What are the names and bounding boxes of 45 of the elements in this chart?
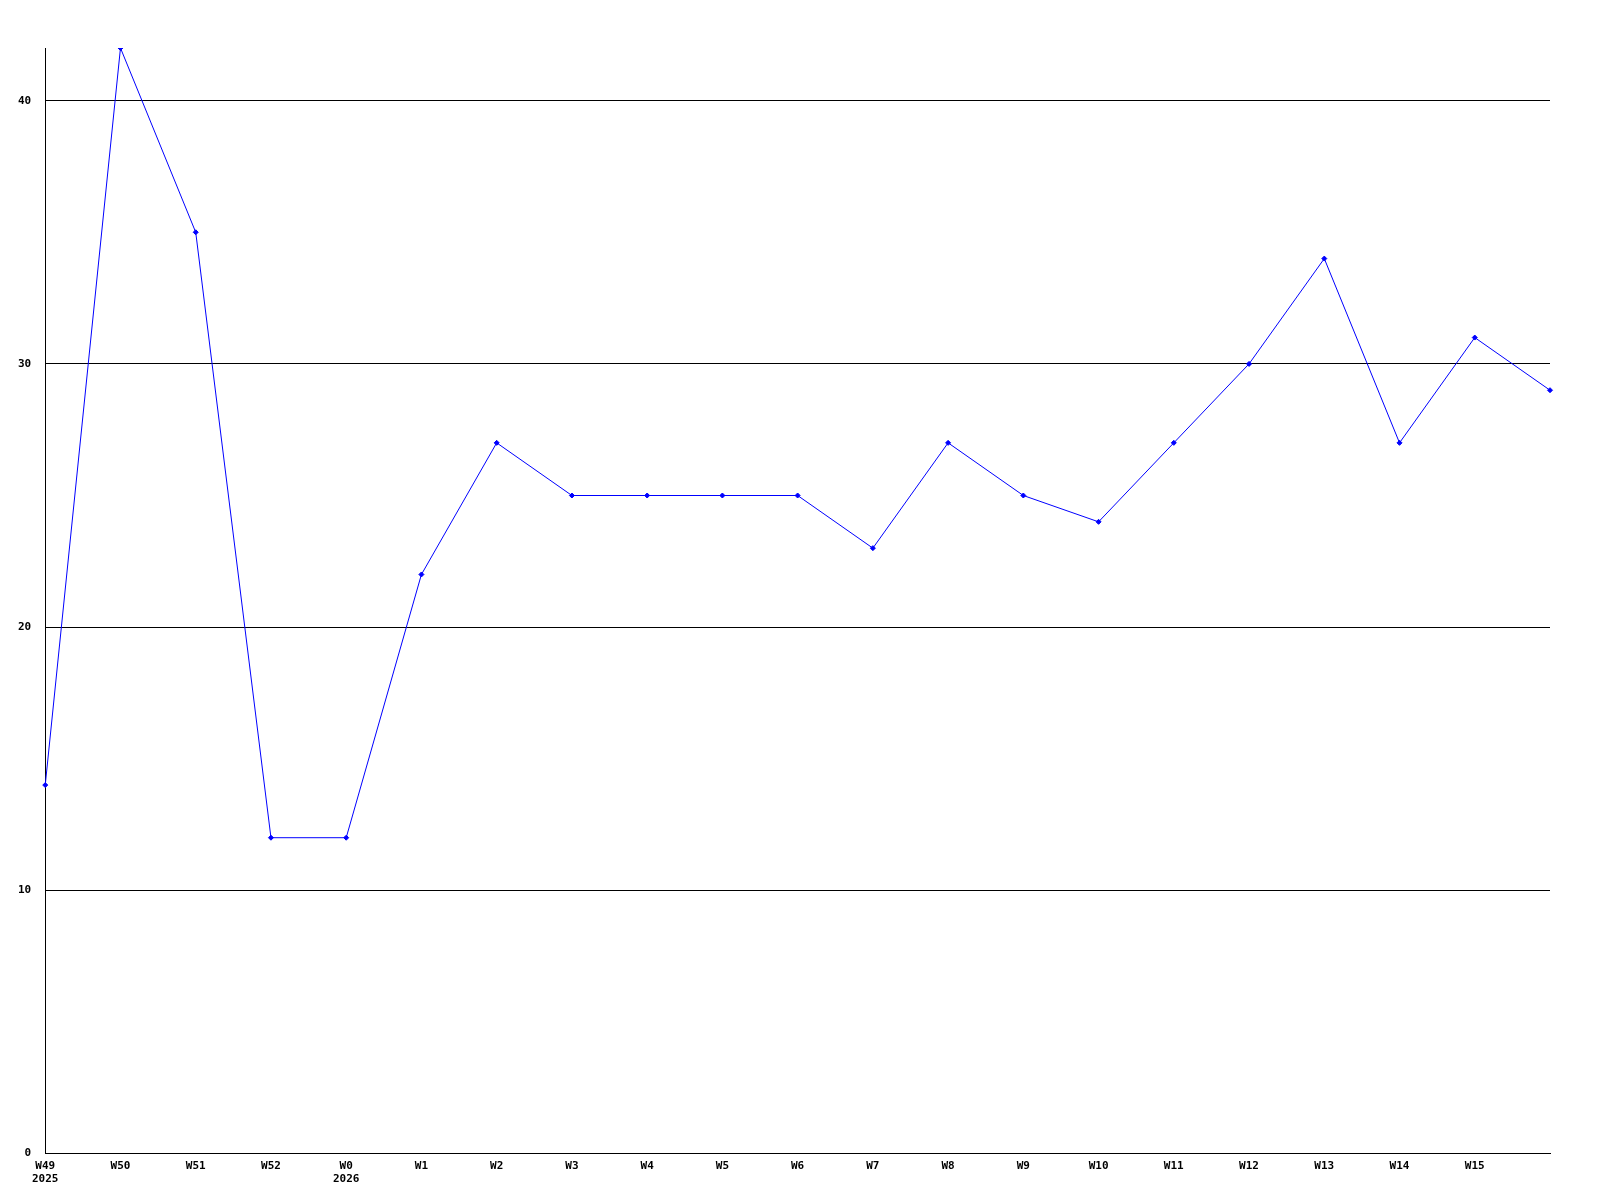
y-tick-label: 0 [24,1146,32,1160]
point [1321,255,1328,262]
point [267,834,274,841]
point [1170,439,1177,446]
point [192,229,199,236]
x-tick-label: W2 [490,1159,504,1173]
x-tick-label: W11 [1163,1159,1185,1173]
x-tick-label: W1 [414,1159,429,1173]
x-tick-label: W14 [1389,1159,1410,1173]
x-tick-label: W7 [866,1159,880,1173]
x-tick-label: W51 [185,1159,207,1173]
y-tick-label: 10 [18,883,32,897]
x-tick-label: W13 [1314,1159,1335,1173]
point [343,834,350,841]
point [1547,387,1553,394]
x-tick-label: W12 [1239,1159,1259,1173]
x-tick-label: W10 [1088,1159,1109,1173]
x-tick-label: W4 [640,1159,655,1173]
point [42,782,49,789]
point [719,492,726,499]
x-tick-label: W15 [1464,1159,1485,1173]
point [1396,439,1403,446]
x-tick-label: W5 [715,1159,730,1173]
point [945,439,952,446]
x-tick-label: W3 [565,1159,579,1173]
x-tick-label: W49 2025 [32,1159,59,1186]
x-tick-label: W50 [110,1159,131,1173]
y-tick-label: 40 [18,93,32,107]
x-tick-label: W52 [261,1159,281,1173]
point [794,492,801,499]
point [644,492,651,499]
point [1246,360,1253,367]
y-tick-label: 20 [18,619,32,633]
x-tick-label: W9 [1016,1159,1030,1173]
point [418,571,425,578]
point [568,492,575,499]
x-tick-label: W0 2026 [332,1159,360,1186]
x-tick-label: W8 [941,1159,955,1173]
point [869,545,876,552]
point [1095,518,1102,525]
point [493,439,500,446]
x-tick-label: W6 [791,1159,805,1173]
point [1020,492,1027,499]
y-tick-label: 30 [18,356,32,370]
point [1471,334,1478,341]
